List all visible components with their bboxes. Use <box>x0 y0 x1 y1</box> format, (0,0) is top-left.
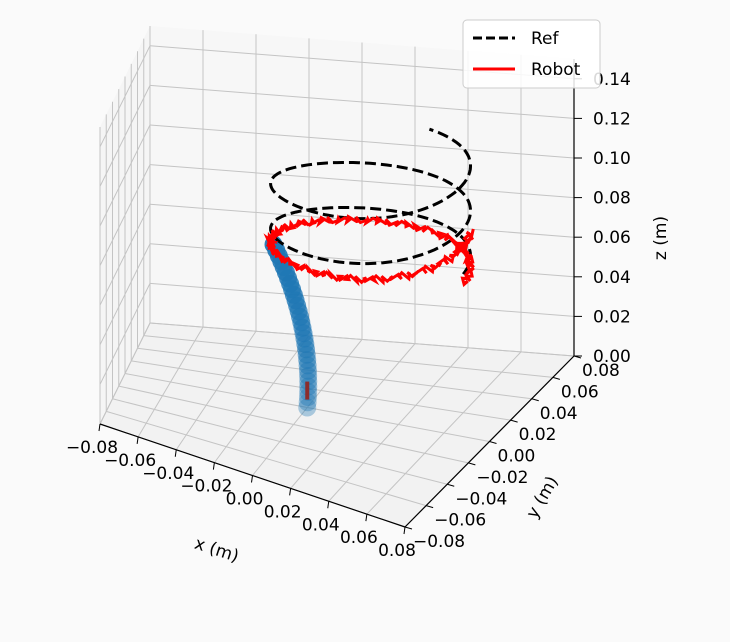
grid-back-z <box>149 84 575 119</box>
grid-floor-y <box>124 373 490 442</box>
robot-body-segment <box>299 372 318 391</box>
grid-back-z <box>149 124 575 159</box>
y-tick-label: −0.06 <box>434 511 486 531</box>
z-tick-label: 0.00 <box>593 347 631 367</box>
x-tick-label: −0.04 <box>142 464 194 484</box>
legend-ref-label: Ref <box>531 29 560 49</box>
y-tick-label: 0.02 <box>519 425 557 445</box>
z-tick-label: 0.10 <box>593 149 631 169</box>
y-tick <box>531 398 539 402</box>
z-tick-label: 0.06 <box>593 228 631 248</box>
y-tick <box>468 462 476 466</box>
y-tick-label: 0.06 <box>561 382 599 402</box>
grid-left-z <box>99 45 151 148</box>
grid-floor-y <box>118 385 469 464</box>
legend: Ref Robot <box>462 19 601 89</box>
x-tick-label: −0.06 <box>104 451 156 471</box>
y-tick-label: 0.04 <box>540 404 578 424</box>
x-tick <box>365 514 368 522</box>
x-tick <box>136 436 139 444</box>
grid-left-z <box>99 124 151 227</box>
robot-body-segment <box>298 393 317 412</box>
grid-floor-y <box>137 347 532 400</box>
x-tick <box>403 526 406 535</box>
grid-left-z <box>99 203 151 306</box>
y-tick-label: 0.08 <box>582 361 620 381</box>
y-tick-label: −0.04 <box>455 489 507 509</box>
x-tick-label: 0.06 <box>340 528 378 548</box>
y-tick <box>404 526 413 530</box>
grid-left-z <box>99 243 151 346</box>
grid-left-z <box>99 164 151 266</box>
grid-floor-y <box>106 410 427 507</box>
x-tick <box>212 462 215 470</box>
y-tick-label: −0.08 <box>413 532 465 552</box>
robot-body-segment <box>298 398 317 417</box>
x-tick <box>289 488 292 496</box>
x-tick-label: −0.02 <box>180 477 232 497</box>
y-axis-label: y (m) <box>523 473 563 522</box>
y-tick-label: −0.02 <box>476 468 528 488</box>
grid-back-z <box>149 322 575 357</box>
grid-left-z <box>99 283 151 385</box>
y-tick <box>510 419 518 423</box>
z-tick-label: 0.02 <box>593 307 631 327</box>
x-tick <box>251 475 253 483</box>
grid-back-z <box>149 243 575 278</box>
grid-floor-y <box>131 360 511 421</box>
z-tick-label: 0.12 <box>593 109 631 129</box>
x-tick-label: 0.04 <box>302 515 340 535</box>
y-tick <box>552 376 561 380</box>
x-axis-label: x (m) <box>192 534 241 567</box>
grid-back-z <box>149 282 575 317</box>
z-tick-label: 0.14 <box>593 70 631 90</box>
y-tick <box>489 441 497 444</box>
x-tick-label: −0.08 <box>66 438 118 458</box>
z-axis-label: z (m) <box>651 216 671 260</box>
y-tick <box>425 505 434 509</box>
tick-labels: −0.08−0.06−0.04−0.020.000.020.040.060.08… <box>66 70 631 561</box>
grid-back-z <box>149 164 575 199</box>
grid-floor-y <box>143 335 553 378</box>
legend-frame <box>462 19 601 89</box>
grid-floor-y <box>112 398 448 485</box>
x-tick-label: 0.00 <box>226 490 264 510</box>
z-tick-label: 0.08 <box>593 189 631 209</box>
y-tick <box>447 483 455 487</box>
grid-left-z <box>99 85 151 187</box>
legend-robot-label: Robot <box>531 60 581 80</box>
x-tick-label: 0.02 <box>264 502 302 522</box>
series-ref-line <box>269 127 473 276</box>
series-lines <box>263 127 475 288</box>
x-tick <box>327 501 330 509</box>
x-tick <box>174 449 177 457</box>
series-robot-line <box>263 214 475 288</box>
y-tick-label: 0.00 <box>498 447 536 467</box>
x-tick-label: 0.08 <box>378 541 416 561</box>
x-tick <box>98 423 101 432</box>
grid-left-z <box>99 322 151 425</box>
z-tick-label: 0.04 <box>593 268 631 288</box>
